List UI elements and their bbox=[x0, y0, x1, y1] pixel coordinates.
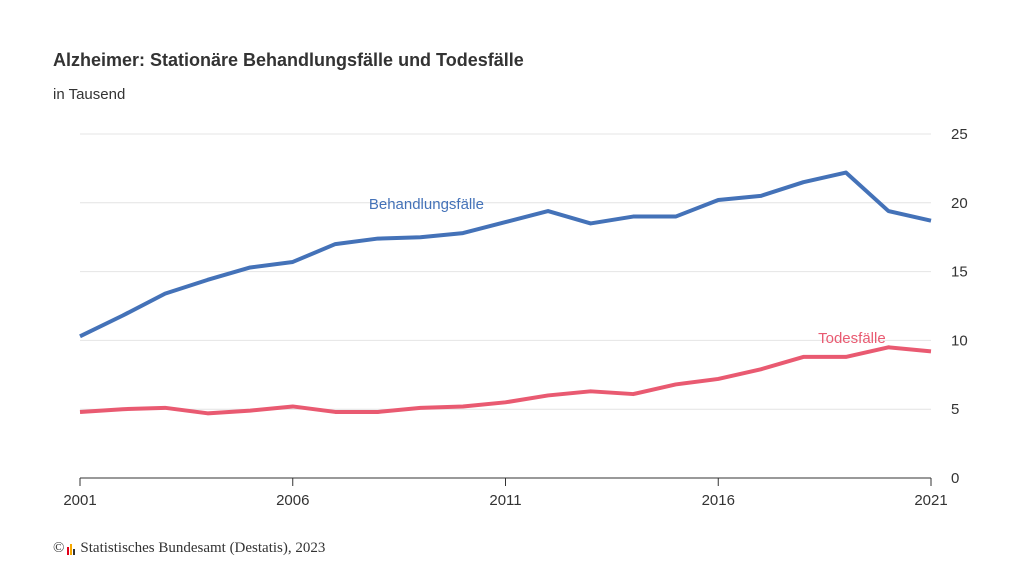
y-tick-label: 10 bbox=[951, 332, 968, 349]
labels: Behandlungsfälle Todesfälle bbox=[369, 196, 886, 347]
copyright-symbol: © bbox=[53, 540, 65, 556]
series-label-0: Behandlungsfälle bbox=[369, 196, 484, 213]
grid-lines bbox=[80, 133, 931, 410]
x-tick-label: 2006 bbox=[276, 492, 309, 509]
x-tick-label: 2016 bbox=[702, 492, 735, 509]
x-tick-label: 2021 bbox=[914, 492, 947, 509]
x-tick-label: 2001 bbox=[63, 492, 96, 509]
y-tick-label: 5 bbox=[951, 401, 959, 418]
chart-subtitle: in Tausend bbox=[53, 86, 126, 103]
y-tick-label: 20 bbox=[951, 195, 968, 212]
logo-bar bbox=[67, 546, 70, 555]
y-tick-label: 15 bbox=[951, 264, 968, 281]
y-tick-label: 0 bbox=[951, 470, 959, 487]
x-tick-label: 2011 bbox=[489, 492, 521, 509]
logo-bar bbox=[73, 548, 76, 555]
series-line-0 bbox=[79, 170, 932, 339]
y-tick-label: 25 bbox=[951, 126, 968, 143]
source-credit: © Statistisches Bundesamt (Destatis), 20… bbox=[53, 540, 325, 557]
series-line-1 bbox=[79, 345, 932, 416]
series-label-1: Todesfälle bbox=[818, 330, 886, 347]
destatis-logo-icon bbox=[67, 543, 76, 555]
chart-title: Alzheimer: Stationäre Behandlungsfälle u… bbox=[53, 50, 524, 70]
series-lines bbox=[79, 170, 932, 416]
axes: 0 5 10 15 20 25 2001 2006 2011 2016 2021 bbox=[63, 126, 967, 509]
logo-bar bbox=[70, 543, 73, 555]
source-text: Statistisches Bundesamt (Destatis), 2023 bbox=[80, 540, 326, 556]
